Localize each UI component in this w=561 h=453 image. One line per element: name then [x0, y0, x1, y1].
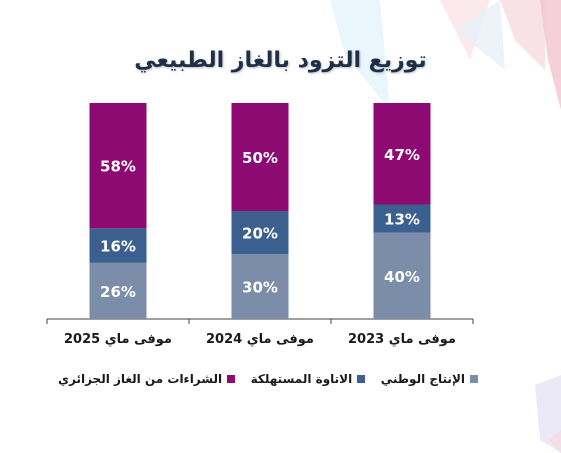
- legend-label: الاتاوة المستهلكة: [250, 372, 353, 386]
- legend-swatch: [470, 375, 478, 383]
- legend-label: الإنتاج الوطني: [380, 372, 465, 386]
- data-label: 50%: [242, 149, 278, 167]
- bar-segment: [373, 232, 431, 319]
- legend-swatch: [357, 375, 366, 383]
- legend-item: الشراءات من الغاز الجزائري: [58, 372, 236, 386]
- category-label: موفى ماي 2023: [348, 332, 456, 347]
- category-label: موفى ماي 2025: [64, 332, 172, 347]
- chart-legend: الإنتاج الوطني الاتاوة المستهلكة الشراءات …: [58, 372, 478, 386]
- bar-segment: [89, 103, 147, 229]
- legend-item: الاتاوة المستهلكة: [251, 372, 366, 386]
- bar-segment: [373, 204, 431, 233]
- legend-item: الإنتاج الوطني: [381, 372, 478, 386]
- legend-swatch: [227, 375, 236, 383]
- data-label: 47%: [384, 146, 420, 164]
- bar-segment: [231, 254, 289, 319]
- bar-segment: [89, 262, 147, 319]
- data-label: 16%: [100, 238, 136, 256]
- data-label: 13%: [384, 211, 420, 229]
- bar-segment: [373, 103, 431, 205]
- data-label: 30%: [242, 279, 278, 297]
- bar-segment: [231, 103, 289, 211]
- data-label: 26%: [100, 283, 136, 301]
- bar-segment: [89, 228, 147, 263]
- bar-segment: [231, 211, 289, 255]
- chart-title: توزيع التزود بالغاز الطبيعي: [134, 48, 427, 73]
- category-label: موفى ماي 2024: [206, 332, 314, 347]
- data-label: 58%: [100, 158, 136, 176]
- data-label: 20%: [242, 225, 278, 243]
- legend-label: الشراءات من الغاز الجزائري: [58, 372, 223, 386]
- data-label: 40%: [384, 268, 420, 286]
